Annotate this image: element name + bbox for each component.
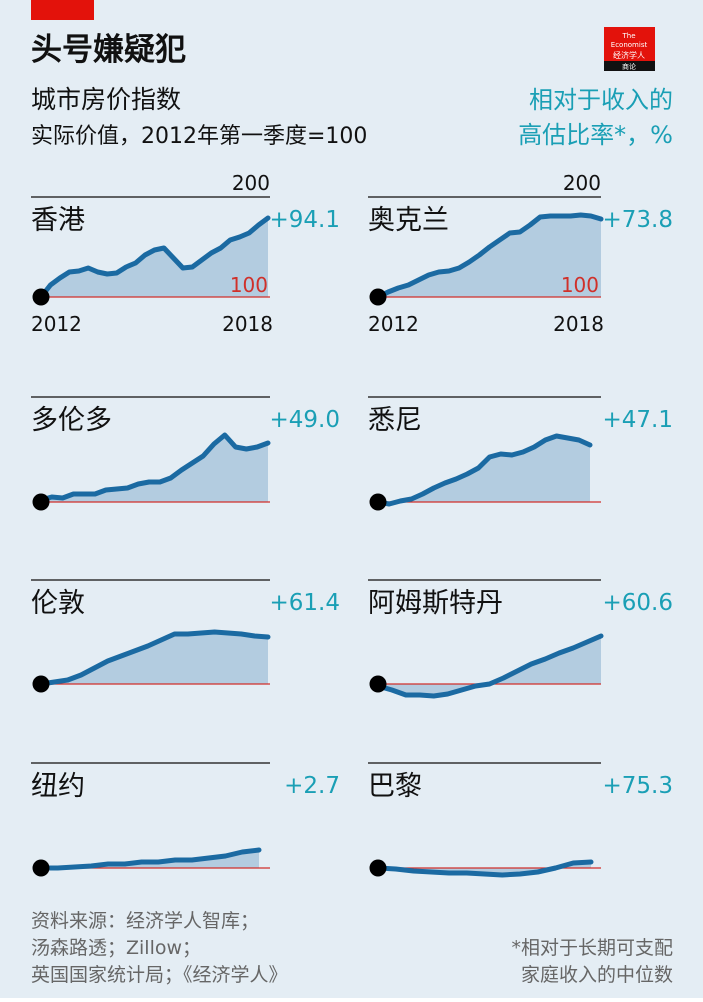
footnote-line-2: 家庭收入的中位数	[521, 964, 673, 986]
svg-text:经济学人: 经济学人	[613, 50, 645, 60]
economist-logo: The Economist 经济学人 商论	[604, 27, 655, 71]
series-line	[375, 633, 604, 699]
axis-label-x-end: 2018	[553, 312, 604, 336]
city-name: 悉尼	[368, 405, 422, 436]
city-name: 多伦多	[31, 405, 112, 436]
right-label-1: 相对于收入的	[529, 86, 673, 114]
start-dot	[32, 675, 50, 693]
city-name: 纽约	[31, 771, 85, 802]
start-dot	[369, 288, 387, 306]
source-line-1: 资料来源：经济学人智库；	[31, 910, 259, 932]
axis-label-x-end: 2018	[222, 312, 273, 336]
footnote-line-1: *相对于长期可支配	[511, 937, 673, 959]
area-fill	[41, 632, 268, 684]
start-dot	[32, 859, 50, 877]
series-line	[38, 629, 271, 687]
series-line	[38, 215, 271, 300]
panel-3: 悉尼 +47.1	[368, 396, 673, 511]
city-name: 伦敦	[31, 588, 85, 619]
svg-text:Economist: Economist	[611, 41, 648, 49]
series-line	[375, 859, 594, 878]
axis-label-x-start: 2012	[31, 312, 82, 336]
chart-subtitle: 城市房价指数	[31, 85, 181, 114]
axis-label-y-top: 200	[563, 171, 601, 195]
area-fill	[41, 218, 268, 297]
right-label-2: 高估比率*，%	[518, 121, 673, 149]
series-line	[375, 433, 593, 507]
overvaluation-value: +49.0	[270, 407, 340, 433]
chart-subtitle-2: 实际价值，2012年第一季度=100	[31, 124, 367, 149]
area-fill	[378, 636, 601, 696]
chart-title: 头号嫌疑犯	[31, 32, 186, 68]
source-line-3: 英国国家统计局；《经济学人》	[31, 964, 288, 986]
red-accent-bar	[31, 0, 94, 20]
start-dot	[369, 493, 387, 511]
start-dot	[32, 493, 50, 511]
axis-label-y-base: 100	[561, 273, 599, 297]
city-name: 奥克兰	[368, 205, 449, 236]
start-dot	[369, 859, 387, 877]
area-fill	[378, 215, 601, 297]
axis-label-y-top: 200	[232, 171, 270, 195]
panel-7: 巴黎 +75.3	[368, 762, 673, 878]
city-name: 阿姆斯特丹	[368, 588, 503, 619]
city-name: 香港	[31, 205, 85, 236]
overvaluation-value: +60.6	[603, 590, 673, 616]
series-line	[38, 847, 262, 871]
area-fill	[41, 850, 259, 868]
series-line	[375, 212, 604, 300]
city-name: 巴黎	[368, 771, 422, 802]
panel-5: 阿姆斯特丹 +60.6	[368, 579, 673, 699]
source-line-2: 汤森路透；Zillow；	[31, 937, 201, 959]
overvaluation-value: +73.8	[603, 207, 673, 233]
start-dot	[369, 675, 387, 693]
area-fill	[41, 435, 268, 502]
panel-2: 多伦多 +49.0	[31, 396, 340, 511]
axis-label-x-start: 2012	[368, 312, 419, 336]
overvaluation-value: +47.1	[603, 407, 673, 433]
overvaluation-value: +94.1	[270, 207, 340, 233]
svg-text:The: The	[621, 32, 635, 40]
overvaluation-value: +61.4	[270, 590, 340, 616]
svg-text:商论: 商论	[622, 62, 636, 71]
panel-4: 伦敦 +61.4	[31, 579, 340, 693]
overvaluation-value: +2.7	[284, 773, 340, 799]
axis-label-y-base: 100	[230, 273, 268, 297]
overvaluation-value: +75.3	[603, 773, 673, 799]
panel-6: 纽约 +2.7	[31, 762, 340, 877]
series-line	[38, 432, 271, 503]
area-fill	[378, 436, 590, 504]
start-dot	[32, 288, 50, 306]
